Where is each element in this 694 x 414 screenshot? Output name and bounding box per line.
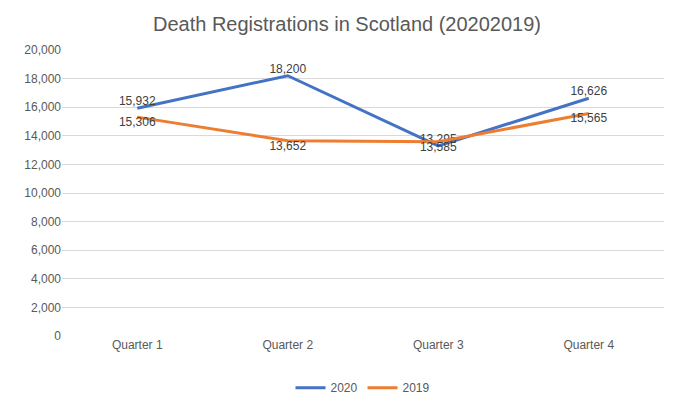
svg-text:0: 0 [54, 329, 61, 343]
svg-text:15,932: 15,932 [119, 94, 156, 108]
svg-text:20,000: 20,000 [24, 43, 61, 57]
svg-text:2019: 2019 [403, 381, 430, 395]
svg-text:Death Registrations in Scotlan: Death Registrations in Scotland (2020201… [153, 13, 541, 35]
svg-text:15,565: 15,565 [570, 111, 607, 125]
svg-text:Quarter 3: Quarter 3 [413, 338, 464, 352]
svg-text:13,652: 13,652 [269, 139, 306, 153]
svg-text:14,000: 14,000 [24, 129, 61, 143]
svg-text:12,000: 12,000 [24, 158, 61, 172]
svg-text:2020: 2020 [331, 381, 358, 395]
svg-text:18,200: 18,200 [269, 62, 306, 76]
svg-text:10,000: 10,000 [24, 186, 61, 200]
svg-text:18,000: 18,000 [24, 72, 61, 86]
svg-text:16,626: 16,626 [570, 84, 607, 98]
svg-text:Quarter 2: Quarter 2 [262, 338, 313, 352]
svg-text:13,295: 13,295 [420, 132, 457, 146]
svg-text:2,000: 2,000 [31, 301, 61, 315]
svg-text:13,585: 13,585 [420, 140, 457, 154]
svg-text:Quarter 1: Quarter 1 [112, 338, 163, 352]
svg-text:8,000: 8,000 [31, 215, 61, 229]
svg-text:6,000: 6,000 [31, 243, 61, 257]
svg-text:4,000: 4,000 [31, 272, 61, 286]
svg-text:15,306: 15,306 [119, 115, 156, 129]
svg-text:16,000: 16,000 [24, 100, 61, 114]
svg-text:Quarter 4: Quarter 4 [563, 338, 614, 352]
